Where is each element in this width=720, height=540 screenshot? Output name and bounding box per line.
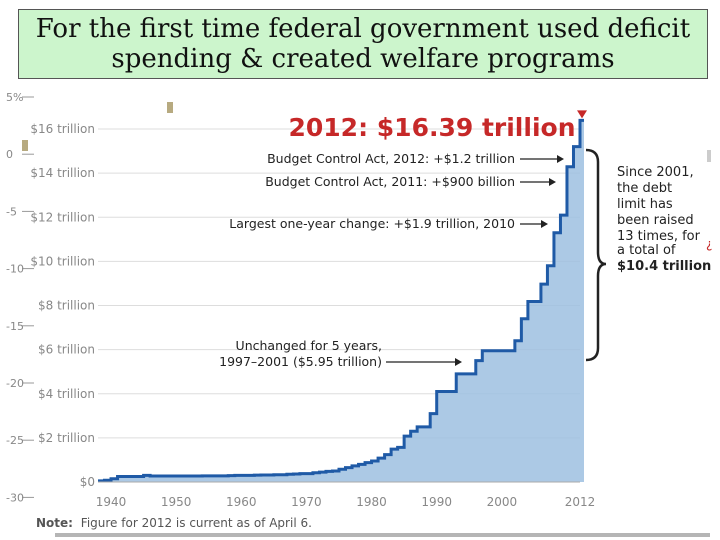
- chart-title: 2012: $16.39 trillion: [289, 113, 576, 142]
- left-axis-label: -20: [6, 377, 24, 390]
- x-tick-label: 2012: [565, 495, 596, 509]
- annotation-arrowhead: [557, 155, 564, 163]
- slide-title: For the first time federal government us…: [18, 9, 708, 79]
- left-axis-label: 5%: [6, 91, 23, 104]
- slide-title-line-2: spending & created welfare programs: [111, 44, 615, 74]
- annotation-label: Largest one-year change: +$1.9 trillion,…: [229, 216, 515, 231]
- left-axis-label: -30: [6, 491, 24, 504]
- side-note-line: the debt: [617, 181, 672, 196]
- bottom-rule: [55, 533, 710, 537]
- x-tick-label: 1960: [226, 495, 257, 509]
- deco-mark: [707, 150, 711, 162]
- x-tick-label: 1990: [421, 495, 452, 509]
- y-tick-label: $0: [80, 475, 95, 489]
- area-layer: [98, 110, 587, 483]
- annotation-arrowhead: [455, 358, 462, 366]
- left-axis-label: 0: [6, 148, 13, 161]
- left-axis-label: -10: [6, 263, 24, 276]
- x-tick-label: 1950: [161, 495, 192, 509]
- deco-mark: [167, 102, 173, 113]
- y-tick-labels: $0 $2 trillion $4 trillion $6 trillion $8 tr…: [30, 122, 95, 489]
- annotations: Budget Control Act, 2012: +$1.2 trillion…: [219, 151, 564, 369]
- x-tick-label: 1970: [291, 495, 322, 509]
- deco-mark: [22, 140, 28, 151]
- note-text: Figure for 2012 is current as of April 6…: [81, 516, 312, 530]
- side-note-total: $10.4 trillion: [617, 259, 711, 274]
- left-axis: 5% 0 -5 -10 -15 -20 -25 -30: [6, 91, 34, 504]
- annotation-arrowhead: [549, 178, 556, 186]
- annotation-arrowhead: [541, 220, 548, 228]
- series-area-fill: [98, 120, 584, 482]
- slide-title-line-1: For the first time federal government us…: [35, 14, 691, 44]
- y-tick-label: $8 trillion: [38, 299, 95, 313]
- note-label: Note:: [36, 516, 73, 530]
- y-tick-label: $2 trillion: [38, 431, 95, 445]
- x-tick-labels: 1940 1950 1960 1970 1980 1990 2000 2012: [96, 495, 596, 509]
- annotation-label: Budget Control Act, 2011: +$900 billion: [265, 174, 515, 189]
- side-note-line: limit has: [617, 197, 673, 212]
- side-note-line: a total of: [617, 243, 676, 258]
- chart-note: Note: Figure for 2012 is current as of A…: [36, 516, 312, 530]
- left-axis-label: -25: [6, 434, 24, 447]
- side-note-brace: [585, 148, 607, 362]
- side-note: Since 2001, the debt limit has been rais…: [617, 165, 711, 274]
- side-note-line: 13 times, for: [617, 229, 701, 244]
- y-tick-label: $14 trillion: [30, 166, 95, 180]
- peak-marker: [577, 110, 587, 119]
- annotation-label: Budget Control Act, 2012: +$1.2 trillion: [267, 151, 515, 166]
- y-tick-label: $10 trillion: [30, 254, 95, 268]
- x-tick-label: 2000: [487, 495, 518, 509]
- side-note-line: Since 2001,: [617, 165, 694, 180]
- annotation-label: 1997–2001 ($5.95 trillion): [219, 354, 382, 369]
- y-tick-label: $12 trillion: [30, 210, 95, 224]
- x-tick-label: 1980: [356, 495, 387, 509]
- x-tick-label: 1940: [96, 495, 127, 509]
- left-axis-label: -15: [6, 320, 24, 333]
- annotation-label: Unchanged for 5 years,: [236, 338, 382, 353]
- series-line: [98, 118, 584, 483]
- y-tick-label: $4 trillion: [38, 387, 95, 401]
- y-tick-label: $16 trillion: [30, 122, 95, 136]
- left-axis-label: -5: [6, 205, 17, 218]
- deco-mark: ¿: [706, 237, 712, 251]
- y-tick-label: $6 trillion: [38, 343, 95, 357]
- side-note-line: been raised: [617, 213, 694, 228]
